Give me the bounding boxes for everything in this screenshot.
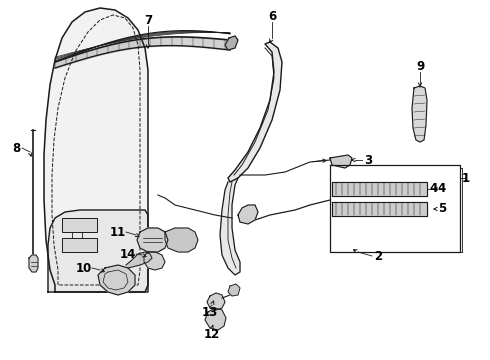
Polygon shape	[332, 182, 427, 196]
Text: 10: 10	[76, 261, 92, 274]
Polygon shape	[48, 210, 148, 292]
Text: 14: 14	[120, 248, 136, 261]
Polygon shape	[220, 178, 240, 275]
Polygon shape	[330, 155, 352, 168]
Text: 3: 3	[364, 153, 372, 166]
Polygon shape	[29, 255, 38, 272]
Polygon shape	[165, 228, 198, 252]
Text: 7: 7	[144, 13, 152, 27]
Text: 6: 6	[268, 9, 276, 22]
Text: 11: 11	[110, 225, 126, 238]
Polygon shape	[205, 308, 226, 330]
Polygon shape	[228, 42, 282, 182]
Text: 1: 1	[462, 171, 470, 184]
Text: 12: 12	[204, 328, 220, 342]
Polygon shape	[228, 284, 240, 296]
Text: 13: 13	[202, 306, 218, 319]
Polygon shape	[225, 36, 238, 50]
Bar	[62, 218, 97, 232]
Polygon shape	[137, 228, 168, 252]
Text: 8: 8	[12, 141, 20, 154]
Text: 5: 5	[438, 202, 446, 216]
Polygon shape	[144, 252, 165, 270]
Text: 4: 4	[430, 183, 438, 195]
Polygon shape	[44, 8, 148, 292]
Text: 4: 4	[438, 183, 446, 195]
Polygon shape	[126, 252, 152, 268]
Polygon shape	[238, 205, 258, 224]
Polygon shape	[412, 86, 427, 142]
Text: 2: 2	[374, 249, 382, 262]
Polygon shape	[207, 293, 225, 310]
Bar	[62, 238, 97, 252]
Polygon shape	[98, 265, 135, 295]
Text: 9: 9	[416, 59, 424, 72]
Polygon shape	[332, 202, 427, 216]
